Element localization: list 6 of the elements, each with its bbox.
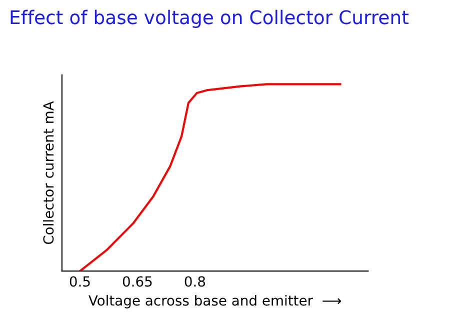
x-tick-label: 0.8 <box>184 276 206 287</box>
x-axis-title: Voltage across base and emitter ⟶ <box>88 294 342 308</box>
y-axis-title: Collector current mA <box>42 101 54 244</box>
x-tick-label: 0.65 <box>122 276 152 287</box>
chart-title: Effect of base voltage on Collector Current <box>10 10 408 28</box>
x-tick-label: 0.5 <box>70 276 90 287</box>
